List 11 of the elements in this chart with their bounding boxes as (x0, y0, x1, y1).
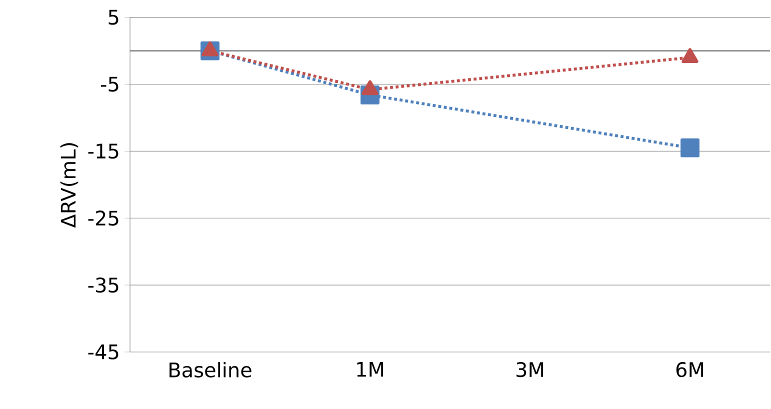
y-tick-label: -5 (101, 76, 118, 92)
y-axis-title: ΔRV(mL) (60, 143, 78, 228)
y-tick-label: 5 (108, 10, 118, 25)
x-tick-label: 3M (516, 362, 544, 378)
y-tick-label: -45 (88, 344, 118, 360)
y-tick-label: -25 (88, 210, 118, 226)
x-tick-label: 1M (357, 362, 384, 377)
y-tick-label: -35 (88, 277, 118, 293)
x-tick-label: Baseline (170, 362, 252, 378)
y-tick-label: -15 (88, 144, 118, 159)
x-tick-label: 6M (676, 362, 704, 378)
